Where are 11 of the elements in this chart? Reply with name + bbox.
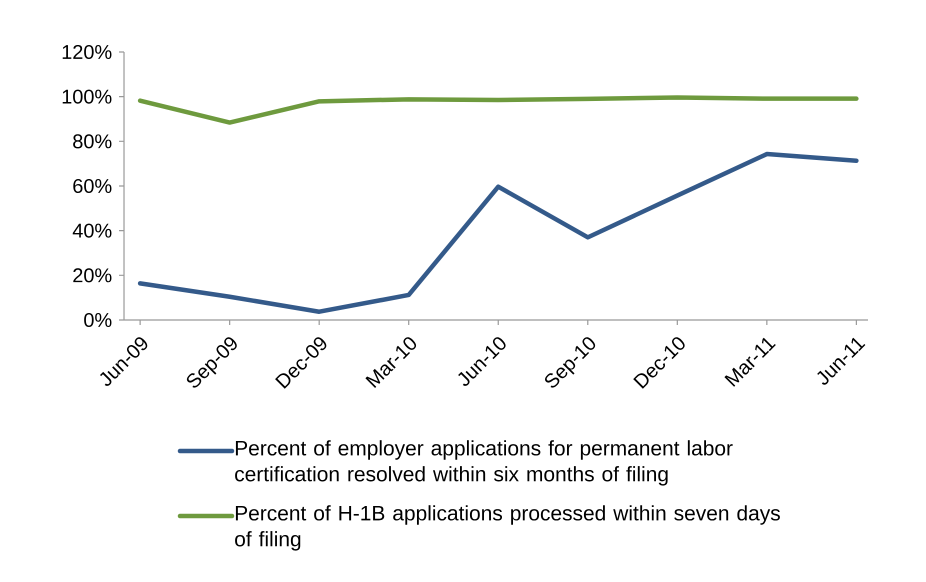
y-tick-label: 80% — [73, 134, 112, 148]
y-tick-label: 120% — [62, 44, 112, 60]
y-tick-label: 60% — [73, 178, 112, 194]
y-tick-label: 40% — [72, 224, 112, 238]
line-series — [138, 95, 859, 125]
y-tick-label: 100% — [62, 90, 112, 104]
y-tick-label: 0% — [84, 312, 112, 328]
legend-label: Percent of employer applications for permanent labor certification resolved within six months of filing — [235, 440, 733, 486]
line-series — [138, 152, 859, 314]
legend-label: Percent of H-1B applications processed within seven days of filing — [235, 505, 780, 551]
y-tick-label: 20% — [73, 268, 112, 282]
